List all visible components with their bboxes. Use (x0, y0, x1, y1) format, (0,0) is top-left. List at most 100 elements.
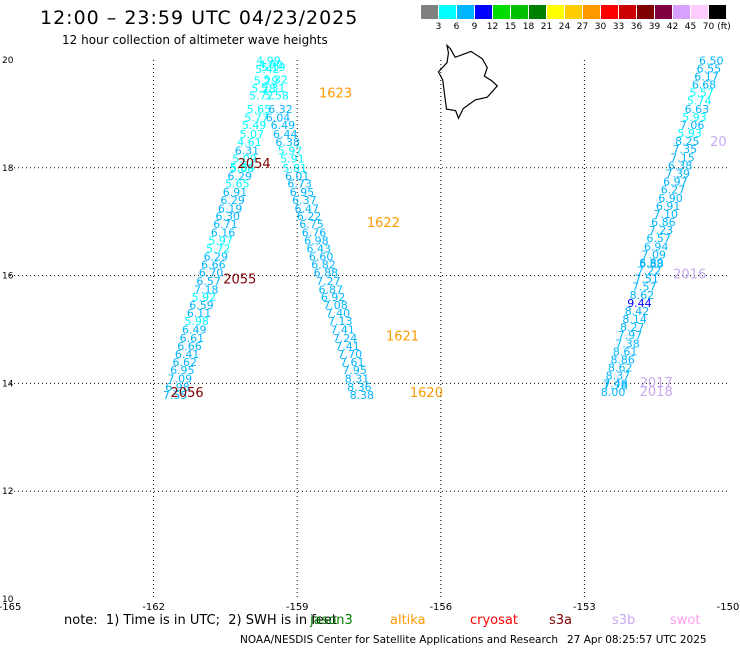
wave-height-value: 5.19 (261, 61, 286, 74)
colorbar-swatch (511, 5, 528, 19)
wave-height-value: 5.65 (247, 103, 272, 116)
x-tick-label: -165 (0, 602, 21, 613)
colorbar-swatch (457, 5, 474, 19)
wave-height-value: 6.04 (266, 111, 291, 124)
wave-height-value: 7.39 (665, 168, 690, 181)
pass-time-label: 2054 (238, 157, 271, 172)
wave-height-value: 6.86 (651, 216, 676, 229)
wave-height-value: 5.58 (264, 89, 289, 102)
wave-height-value: 4.99 (256, 54, 281, 67)
pass-time-label: 2056 (171, 386, 204, 401)
wave-height-value: 8.62 (608, 362, 633, 375)
satellite-jason3: jason3 (310, 613, 353, 628)
colorbar-swatch (439, 5, 456, 19)
wave-height-value: 6.38 (275, 136, 300, 149)
wave-height-value: 6.73 (287, 178, 312, 191)
wave-height-value: 6.47 (295, 203, 320, 216)
wave-height-value: 7.97 (618, 329, 643, 342)
timestamp-footer: 27 Apr 08:25:57 UTC 2025 (567, 634, 707, 646)
wave-height-value: 8.86 (610, 353, 635, 366)
wave-height-value: 5.42 (255, 63, 280, 76)
wave-height-value: 7.78 (603, 379, 628, 392)
wave-height-value: 8.62 (630, 289, 655, 302)
wave-height-value: 5.97 (208, 234, 233, 247)
wave-height-value: 7.24 (333, 332, 358, 345)
wave-height-value: 5.72 (249, 89, 274, 102)
wave-height-value: 8.38 (350, 389, 375, 402)
wave-height-value: 6.87 (318, 283, 343, 296)
wave-height-value: 6.71 (213, 218, 238, 231)
wave-height-value: 8.36 (347, 381, 372, 394)
wave-height-value: 6.61 (180, 332, 205, 345)
wave-height-value: 7.08 (323, 299, 348, 312)
x-tick-label: -162 (142, 602, 165, 613)
colorbar-tick: 18 (522, 22, 535, 32)
wave-height-value: 6.68 (692, 79, 717, 92)
colorbar-tick: 30 (594, 22, 607, 32)
wave-height-value: 6.95 (170, 364, 195, 377)
wave-height-value: 7.15 (670, 151, 695, 164)
wave-height-value: 7.41 (330, 323, 355, 336)
wave-height-value: 5.93 (677, 127, 702, 140)
wave-height-value: 6.92 (321, 291, 346, 304)
wave-height-value: 5.49 (242, 119, 267, 132)
wave-height-value: 7.55 (163, 389, 188, 402)
wave-height-value: 8.27 (620, 321, 645, 334)
colorbar-swatch (655, 5, 672, 19)
pass-time-label: 1623 (319, 87, 352, 102)
y-tick-label: 16 (2, 272, 14, 282)
satellite-cryosat: cryosat (470, 613, 518, 628)
wave-height-value: 8.25 (675, 135, 700, 148)
wave-height-value: 5.91 (280, 152, 305, 165)
wave-height-value: 5.29 (254, 74, 279, 87)
chart-subtitle: 12 hour collection of altimeter wave hei… (62, 33, 328, 47)
colorbar-tick: 12 (486, 22, 499, 32)
pass-time-label: 20 (710, 135, 727, 150)
wave-height-value: 6.49 (271, 119, 296, 132)
colorbar-tick: 6 (453, 22, 460, 32)
colorbar-tick: 45 (684, 22, 697, 32)
wave-height-value: 6.16 (211, 226, 236, 239)
colorbar-swatch (493, 5, 510, 19)
wave-height-value: 6.31 (235, 144, 260, 157)
wave-height-value: 6.97 (663, 176, 688, 189)
x-tick-label: -150 (717, 602, 740, 613)
colorbar-tick: 70 (702, 22, 715, 32)
wave-height-value: 6.91 (656, 200, 681, 213)
wave-height-value: 6.37 (292, 194, 317, 207)
colorbar-swatch (709, 5, 726, 19)
wave-height-value: 8.42 (625, 305, 650, 318)
colorbar-tick: 24 (558, 22, 571, 32)
wave-height-value: 8.61 (613, 345, 638, 358)
wave-height-value: 7.06 (680, 119, 705, 132)
wave-height-value: 6.30 (216, 210, 241, 223)
pass-time-label: 2017 (640, 376, 673, 391)
wave-height-value: 7.18 (194, 283, 219, 296)
colorbar-swatch (475, 5, 492, 19)
wave-height-value: 7.38 (615, 337, 640, 350)
wave-height-value: 6.29 (228, 170, 253, 183)
wave-height-value: 5.57 (689, 87, 714, 100)
wave-height-value: 6.66 (201, 259, 226, 272)
wave-height-value: 7.51 (634, 273, 659, 286)
wave-height-value: 7.13 (328, 315, 353, 328)
colorbar-tick: 27 (576, 22, 589, 32)
wave-height-value: 6.88 (314, 267, 339, 280)
wave-height-value: 5.88 (230, 162, 255, 175)
wave-height-value: 7.70 (338, 348, 363, 361)
wave-height-value: 7.22 (637, 265, 662, 278)
colorbar-swatch (637, 5, 654, 19)
wave-height-value: 6.29 (204, 251, 229, 264)
wave-height-value: 6.38 (668, 159, 693, 172)
pass-time-label: 1622 (367, 216, 400, 231)
colorbar-tick: 33 (612, 22, 625, 32)
colorbar-tick: 21 (540, 22, 553, 32)
wave-height-value: 5.65 (225, 178, 250, 191)
wave-height-value: 8.00 (601, 386, 626, 399)
wave-height-value: 6.55 (697, 62, 722, 75)
satellite-s3b: s3b (612, 613, 636, 628)
wave-height-value: 6.43 (306, 242, 331, 255)
y-tick-label: 18 (2, 164, 14, 174)
wave-height-value: 6.59 (189, 299, 214, 312)
colorbar-swatch (619, 5, 636, 19)
